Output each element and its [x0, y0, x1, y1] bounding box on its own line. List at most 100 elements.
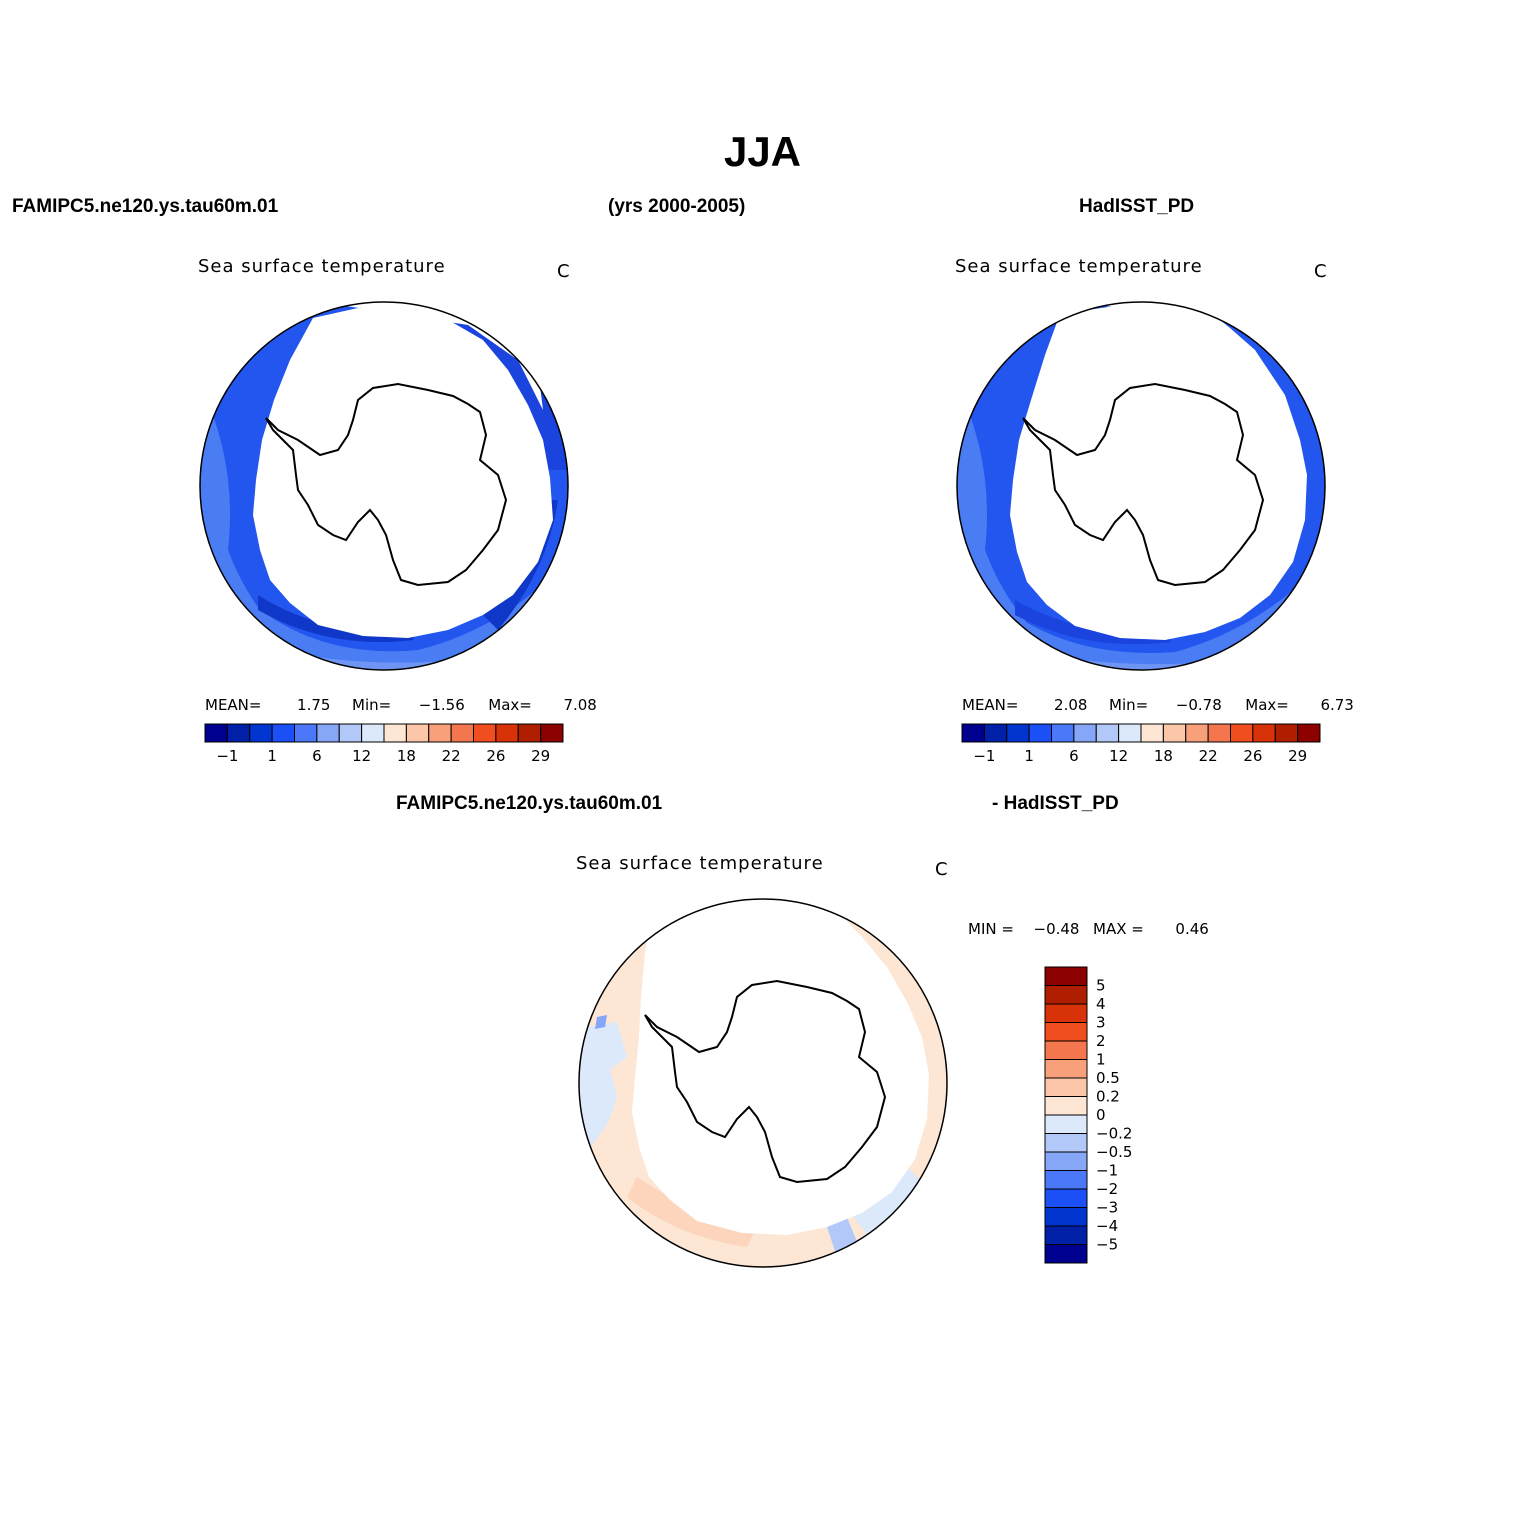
colorbar-box [961, 723, 985, 743]
colorbar-tick-label: −1 [1096, 1162, 1118, 1180]
map-diff [578, 898, 948, 1268]
panel-obs-unit: C [1314, 261, 1327, 282]
colorbar-box [1044, 1133, 1088, 1153]
panel-model-unit: C [557, 261, 570, 282]
colorbar-box [1028, 723, 1052, 743]
colorbar-tick-label: 12 [1109, 747, 1128, 765]
colorbar-box [1044, 1188, 1088, 1208]
colorbar-box [1274, 723, 1299, 743]
map-model [199, 301, 569, 671]
colorbar-tick-label: 18 [397, 747, 416, 765]
colorbar-tick-label: 22 [1199, 747, 1218, 765]
colorbar-tick-label: 3 [1096, 1014, 1106, 1032]
colorbar-box [1162, 723, 1187, 743]
colorbar-box [226, 723, 251, 743]
main-title: JJA [723, 128, 802, 175]
colorbar-box [1044, 1003, 1088, 1023]
colorbar-tick-label: 26 [486, 747, 505, 765]
colorbar-box [249, 723, 273, 743]
panel-diff-title: Sea surface temperature [576, 853, 824, 874]
header-years: (yrs 2000-2005) [608, 196, 746, 217]
colorbar-box [1207, 723, 1231, 743]
colorbar-tick-label: 1 [1096, 1051, 1106, 1069]
colorbar-tick-label: 12 [352, 747, 371, 765]
panel-diff-unit: C [935, 859, 948, 880]
max-value: 0.46 [1175, 920, 1209, 938]
colorbar-box [1297, 723, 1321, 743]
colorbar-box [1044, 1114, 1088, 1134]
colorbar-tick-label: 0 [1096, 1106, 1106, 1124]
colorbar-tick-label: 0.2 [1096, 1088, 1120, 1106]
colorbar-tick-label: 1 [1024, 747, 1034, 765]
mean-label: MEAN= [962, 696, 1019, 714]
colorbar-tick-label: 1 [267, 747, 277, 765]
colorbar-box [1044, 1059, 1088, 1079]
panel-obs-stats: MEAN= 2.08 Min= −0.78 Max= 6.73 [962, 696, 1354, 714]
colorbar-box [1044, 1170, 1088, 1190]
colorbar-box [1044, 1207, 1088, 1227]
colorbar-box [495, 723, 519, 743]
colorbar-tick-label: −1 [973, 747, 995, 765]
colorbar-obs-ticks: −1 1 6 12 18 22 26 29 [973, 747, 1307, 765]
colorbar-model-boxes [204, 723, 564, 743]
colorbar-model-ticks: −1 1 6 12 18 22 26 29 [216, 747, 550, 765]
min-value: −0.48 [1033, 920, 1080, 938]
colorbar-box [1044, 1244, 1088, 1264]
colorbar-tick-label: −5 [1096, 1236, 1118, 1254]
colorbar-box [428, 723, 452, 743]
colorbar-box [473, 723, 497, 743]
colorbar-obs-boxes [961, 723, 1321, 743]
colorbar-box [1044, 985, 1088, 1005]
colorbar-box [1044, 1096, 1088, 1116]
colorbar-box [1044, 1225, 1088, 1245]
max-label: Max= [488, 696, 532, 714]
colorbar-tick-label: 29 [531, 747, 550, 765]
max-label: MAX = [1093, 920, 1144, 938]
colorbar-tick-label: −4 [1096, 1217, 1118, 1235]
max-value: 7.08 [563, 696, 597, 714]
panel-diff-stats: MIN = −0.48 MAX = 0.46 [968, 920, 1209, 938]
colorbar-tick-label: 6 [1069, 747, 1079, 765]
min-label: Min= [352, 696, 392, 714]
colorbar-tick-label: −1 [216, 747, 238, 765]
header-obs-name: HadISST_PD [1079, 196, 1195, 217]
colorbar-box [1051, 723, 1075, 743]
colorbar-box [316, 723, 340, 743]
colorbar-box [1185, 723, 1209, 743]
colorbar-tick-label: 26 [1243, 747, 1262, 765]
colorbar-tick-label: 5 [1096, 977, 1106, 995]
colorbar-tick-label: −0.5 [1096, 1143, 1132, 1161]
colorbar-tick-label: 0.5 [1096, 1069, 1120, 1087]
colorbar-box [405, 723, 430, 743]
diff-header-case: FAMIPC5.ne120.ys.tau60m.01 [396, 793, 663, 814]
header-case-name: FAMIPC5.ne120.ys.tau60m.01 [12, 196, 279, 217]
colorbar-tick-label: −0.2 [1096, 1125, 1132, 1143]
colorbar-tick-label: 4 [1096, 995, 1106, 1013]
colorbar-box [338, 723, 363, 743]
panel-obs-title: Sea surface temperature [955, 256, 1203, 277]
min-label: MIN = [968, 920, 1014, 938]
colorbar-box [1044, 1151, 1088, 1171]
mean-value: 1.75 [297, 696, 331, 714]
colorbar-tick-label: 29 [1288, 747, 1307, 765]
colorbar-box [204, 723, 228, 743]
colorbar-tick-label: 18 [1154, 747, 1173, 765]
colorbar-box [983, 723, 1008, 743]
colorbar-box [1252, 723, 1276, 743]
colorbar-tick-label: −2 [1096, 1180, 1118, 1198]
panel-model-title: Sea surface temperature [198, 256, 446, 277]
diff-header-obs: - HadISST_PD [992, 793, 1119, 814]
colorbar-box [1044, 1077, 1088, 1097]
max-label: Max= [1245, 696, 1289, 714]
colorbar-model: −1 1 6 12 18 22 26 29 [204, 723, 564, 765]
max-value: 6.73 [1320, 696, 1354, 714]
colorbar-tick-label: −3 [1096, 1199, 1118, 1217]
colorbar-box [1044, 966, 1088, 986]
min-label: Min= [1109, 696, 1149, 714]
colorbar-box [361, 723, 385, 743]
colorbar-box [1073, 723, 1097, 743]
colorbar-box [1006, 723, 1030, 743]
colorbar-box [294, 723, 318, 743]
